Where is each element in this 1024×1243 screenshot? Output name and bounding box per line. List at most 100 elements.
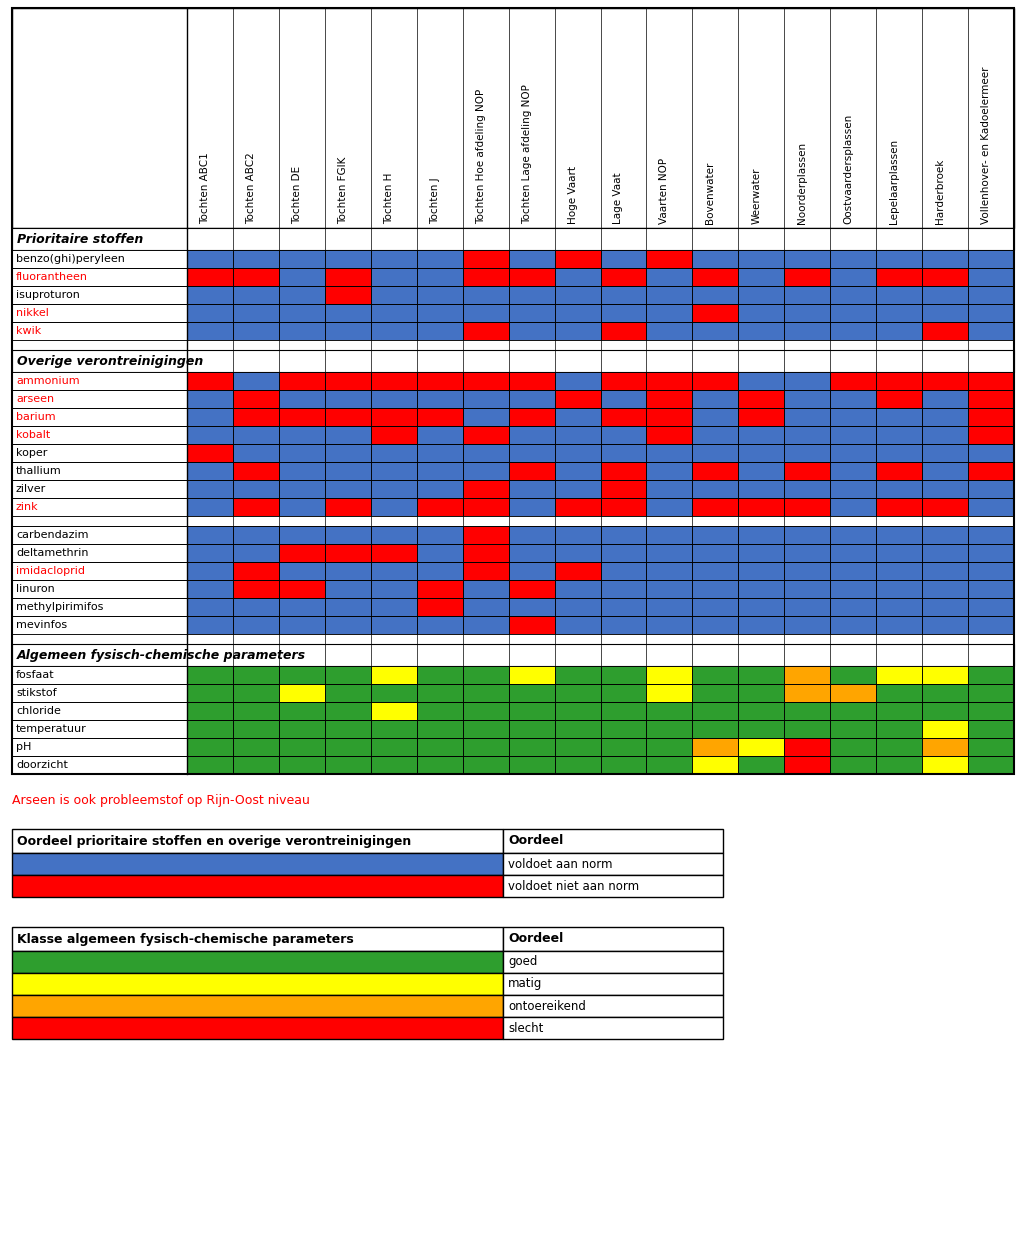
Bar: [371, 580, 417, 598]
Bar: [232, 268, 279, 286]
Bar: [325, 562, 371, 580]
Bar: [232, 286, 279, 305]
Bar: [922, 444, 968, 462]
Bar: [509, 562, 555, 580]
Bar: [12, 516, 1014, 526]
Bar: [325, 617, 371, 634]
Bar: [187, 702, 232, 720]
Text: fosfaat: fosfaat: [16, 670, 54, 680]
Bar: [371, 444, 417, 462]
Bar: [417, 666, 463, 684]
Bar: [12, 7, 1014, 227]
Bar: [692, 286, 738, 305]
Text: ontoereikend: ontoereikend: [508, 999, 586, 1013]
Bar: [784, 408, 830, 426]
Bar: [12, 286, 187, 305]
Bar: [555, 544, 600, 562]
Text: Lepelaarplassen: Lepelaarplassen: [889, 139, 899, 224]
Bar: [187, 286, 232, 305]
Bar: [12, 268, 187, 286]
Bar: [830, 617, 877, 634]
Bar: [463, 286, 509, 305]
Bar: [232, 390, 279, 408]
Bar: [922, 462, 968, 480]
Bar: [922, 666, 968, 684]
Bar: [646, 526, 692, 544]
Bar: [877, 702, 922, 720]
Bar: [784, 250, 830, 268]
Bar: [738, 702, 784, 720]
Text: carbendazim: carbendazim: [16, 530, 88, 539]
Bar: [12, 598, 187, 617]
Bar: [968, 498, 1014, 516]
Bar: [463, 480, 509, 498]
Bar: [600, 738, 646, 756]
Bar: [555, 305, 600, 322]
Bar: [600, 322, 646, 341]
Bar: [187, 390, 232, 408]
Bar: [600, 268, 646, 286]
Bar: [12, 250, 187, 268]
Bar: [738, 480, 784, 498]
Bar: [417, 322, 463, 341]
Bar: [784, 286, 830, 305]
Bar: [692, 390, 738, 408]
Bar: [968, 544, 1014, 562]
Bar: [830, 305, 877, 322]
Bar: [692, 702, 738, 720]
Bar: [371, 408, 417, 426]
Bar: [509, 498, 555, 516]
Bar: [417, 408, 463, 426]
Bar: [232, 305, 279, 322]
Bar: [325, 720, 371, 738]
Bar: [830, 526, 877, 544]
Bar: [371, 544, 417, 562]
Bar: [555, 408, 600, 426]
Bar: [371, 462, 417, 480]
Bar: [279, 462, 325, 480]
Bar: [877, 617, 922, 634]
Bar: [232, 444, 279, 462]
Bar: [692, 426, 738, 444]
Bar: [968, 426, 1014, 444]
Bar: [738, 268, 784, 286]
Bar: [646, 322, 692, 341]
Bar: [646, 480, 692, 498]
Bar: [646, 390, 692, 408]
Bar: [371, 720, 417, 738]
Bar: [325, 526, 371, 544]
Bar: [232, 684, 279, 702]
Bar: [877, 498, 922, 516]
Text: Oostvaardersplassen: Oostvaardersplassen: [843, 114, 853, 224]
Bar: [600, 462, 646, 480]
Bar: [738, 580, 784, 598]
Bar: [325, 580, 371, 598]
Bar: [968, 322, 1014, 341]
Bar: [232, 322, 279, 341]
Bar: [646, 286, 692, 305]
Bar: [463, 738, 509, 756]
Bar: [509, 598, 555, 617]
Text: Tochten Hoe afdeling NOP: Tochten Hoe afdeling NOP: [475, 88, 485, 224]
Bar: [600, 286, 646, 305]
Bar: [692, 738, 738, 756]
Bar: [12, 305, 187, 322]
Bar: [232, 250, 279, 268]
Bar: [922, 580, 968, 598]
Bar: [325, 756, 371, 774]
Bar: [12, 408, 187, 426]
Bar: [503, 927, 723, 951]
Bar: [830, 322, 877, 341]
Text: matig: matig: [508, 977, 543, 991]
Bar: [877, 268, 922, 286]
Bar: [325, 444, 371, 462]
Bar: [968, 562, 1014, 580]
Bar: [12, 372, 187, 390]
Bar: [463, 322, 509, 341]
Bar: [646, 562, 692, 580]
Bar: [232, 426, 279, 444]
Bar: [463, 462, 509, 480]
Bar: [738, 372, 784, 390]
Bar: [325, 408, 371, 426]
Bar: [784, 562, 830, 580]
